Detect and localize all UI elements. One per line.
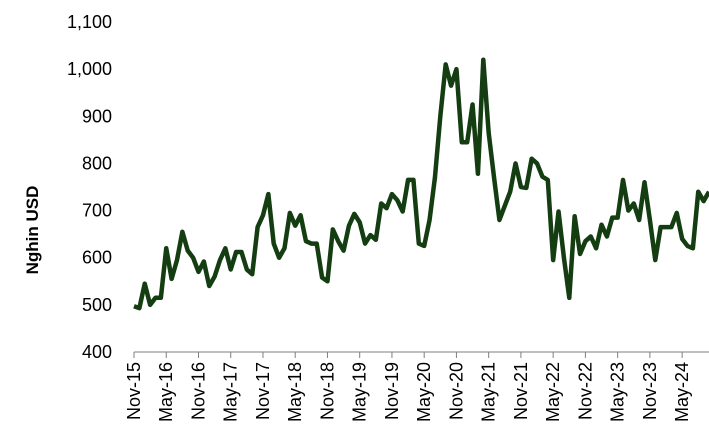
y-tick-label: 900: [82, 106, 112, 126]
x-tick-label: Nov-19: [382, 362, 402, 420]
y-tick-label: 700: [82, 201, 112, 221]
x-tick-label: Nov-21: [511, 362, 531, 420]
x-tick-label: May-16: [156, 362, 176, 422]
y-tick-label: 1,000: [67, 59, 112, 79]
x-tick-label: Nov-17: [253, 362, 273, 420]
x-tick-label: May-19: [350, 362, 370, 422]
x-tick-label: Nov-15: [124, 362, 144, 420]
y-axis-label: Nghin USD: [23, 186, 42, 275]
x-tick-label: May-23: [608, 362, 628, 422]
x-tick-label: May-20: [414, 362, 434, 422]
y-tick-label: 500: [82, 295, 112, 315]
x-tick-label: May-21: [479, 362, 499, 422]
y-tick-label: 800: [82, 153, 112, 173]
x-tick-label: Nov-20: [446, 362, 466, 420]
y-tick-label: 400: [82, 342, 112, 362]
x-tick-label: May-22: [543, 362, 563, 422]
x-tick-label: May-18: [285, 362, 305, 422]
x-tick-label: Nov-18: [317, 362, 337, 420]
x-tick-label: Nov-16: [188, 362, 208, 420]
x-tick-label: May-17: [221, 362, 241, 422]
x-tick-label: May-24: [672, 362, 692, 422]
y-tick-label: 1,100: [67, 12, 112, 32]
data-line: [133, 57, 709, 311]
x-tick-label: Nov-23: [640, 362, 660, 420]
y-tick-label: 600: [82, 248, 112, 268]
x-tick-label: Nov-22: [575, 362, 595, 420]
